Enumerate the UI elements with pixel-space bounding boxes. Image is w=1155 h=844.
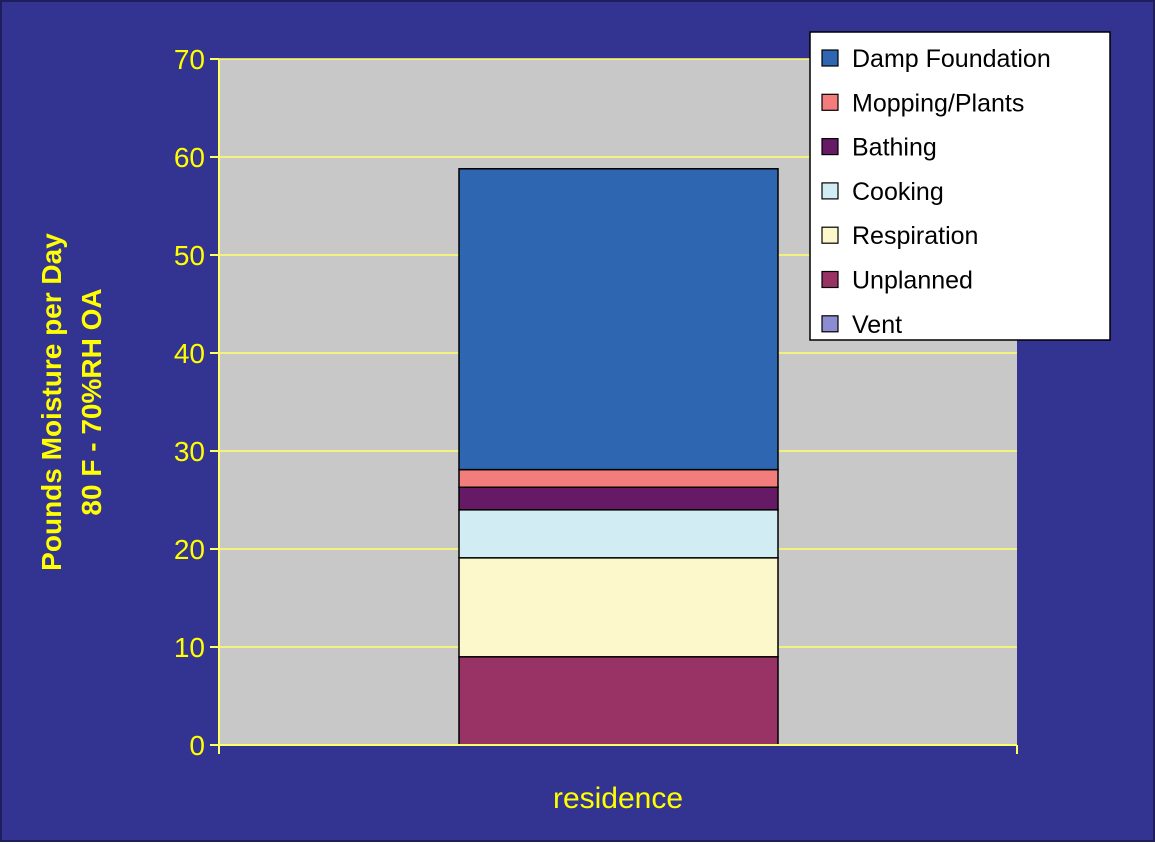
legend-swatch-unplanned: [821, 270, 839, 289]
bar-segment-bathing: [458, 486, 779, 511]
y-tick-labels: 0 10 20 30 40 50 60 70: [174, 44, 219, 761]
y-axis-title-line1: Pounds Moisture per Day: [36, 233, 67, 571]
bar-segment-mopping-plants: [458, 468, 779, 489]
y-axis-title-line2: 80 F - 70%RH OA: [76, 288, 107, 515]
legend-swatch-respiration: [821, 226, 839, 244]
y-tick-label: 0: [189, 730, 205, 761]
y-axis-title: Pounds Moisture per Day 80 F - 70%RH OA: [36, 233, 107, 571]
legend-label-cooking: Cooking: [852, 178, 944, 206]
bar-segment-cooking: [458, 509, 779, 559]
bar-segment-respiration: [458, 557, 779, 658]
legend-label-unplanned: Unplanned: [852, 267, 973, 295]
y-tick-label: 30: [174, 436, 205, 467]
bar-stack: [458, 168, 779, 746]
y-tick-label: 10: [174, 632, 205, 663]
y-tick-label: 50: [174, 240, 205, 271]
legend-swatch-damp-foundation: [821, 49, 839, 67]
y-tick-label: 70: [174, 44, 205, 75]
legend-swatch-bathing: [821, 138, 839, 156]
bar-segment-unplanned: [458, 656, 779, 746]
bar-segment-damp-foundation: [458, 168, 779, 471]
y-tick-label: 40: [174, 338, 205, 369]
x-category-label: residence: [553, 782, 683, 815]
axes: [218, 59, 1018, 754]
legend-label-vent: Vent: [852, 311, 902, 339]
legend-label-mopping-plants: Mopping/Plants: [852, 89, 1024, 117]
legend-label-bathing: Bathing: [852, 134, 937, 162]
legend-swatch-cooking: [821, 182, 839, 200]
legend-box: [809, 31, 1111, 341]
y-tick-label: 20: [174, 534, 205, 565]
legend-swatch-vent: [821, 315, 839, 333]
y-tick-label: 60: [174, 142, 205, 173]
legend: Damp Foundation Mopping/Plants Bathing Cook…: [809, 31, 1111, 341]
legend-swatch-mopping-plants: [821, 93, 839, 111]
legend-label-respiration: Respiration: [852, 222, 978, 250]
legend-label-damp-foundation: Damp Foundation: [852, 45, 1051, 73]
